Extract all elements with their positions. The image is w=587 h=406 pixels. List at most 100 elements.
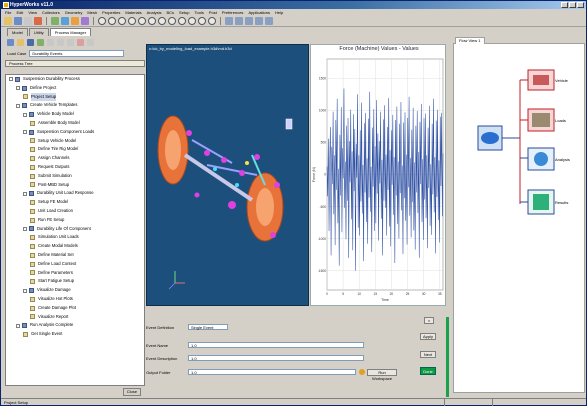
menu-item-preferences[interactable]: Preferences: [221, 10, 244, 15]
cut-icon[interactable]: [34, 17, 42, 25]
tree-item[interactable]: Setup FE Model: [6, 198, 144, 207]
tree-item[interactable]: Define Project: [6, 84, 144, 93]
hidden-line-icon[interactable]: [198, 17, 206, 25]
rotate-icon[interactable]: [98, 17, 106, 25]
expand-toggle-icon[interactable]: [16, 86, 20, 91]
menu-item-tools[interactable]: Tools: [194, 10, 204, 15]
close-button[interactable]: [577, 2, 584, 8]
load-case-select[interactable]: Durability Events: [29, 50, 125, 57]
tree-item[interactable]: Assemble Body Model: [6, 119, 144, 128]
save-process-icon[interactable]: [27, 39, 34, 46]
done-button[interactable]: Done: [420, 367, 436, 375]
expand-toggle-icon[interactable]: [9, 77, 13, 82]
print-icon[interactable]: [24, 17, 32, 25]
menu-item-view[interactable]: View: [28, 10, 37, 15]
menu-item-file[interactable]: File: [5, 10, 12, 15]
tab-utility[interactable]: Utility: [28, 28, 49, 36]
tree-item[interactable]: Post-MBD Setup: [6, 181, 144, 190]
menu-item-setup[interactable]: Setup: [179, 10, 190, 15]
expand-toggle-icon[interactable]: [23, 288, 27, 293]
plot-icon[interactable]: [71, 17, 79, 25]
measure-icon[interactable]: [255, 17, 263, 25]
menu-item-materials[interactable]: Materials: [125, 10, 142, 15]
event-name-input[interactable]: 1.0: [188, 342, 364, 348]
tree-item[interactable]: Simulation Unit Loads: [6, 233, 144, 242]
previous-icon[interactable]: [57, 39, 64, 46]
menu-item-collectors[interactable]: Collectors: [41, 10, 60, 15]
tree-item[interactable]: Submit Simulation: [6, 172, 144, 181]
save-icon[interactable]: [14, 17, 22, 25]
step-icon[interactable]: [47, 39, 54, 46]
expand-toggle-icon[interactable]: [23, 130, 27, 135]
event-definition-select[interactable]: Single Event: [188, 324, 228, 330]
camera-icon[interactable]: [225, 17, 233, 25]
transparency-icon[interactable]: [208, 17, 216, 25]
expand-toggle-icon[interactable]: [23, 112, 27, 117]
menu-item-help[interactable]: Help: [275, 10, 284, 15]
run-workspace-button[interactable]: Run Workspace: [367, 368, 397, 381]
plot-window[interactable]: Force (Machine) Values - Values -1500 -10…: [310, 44, 446, 306]
tree-item[interactable]: Create Vehicle Templates: [6, 101, 144, 110]
next-icon[interactable]: [67, 39, 74, 46]
view-side-icon[interactable]: [158, 17, 166, 25]
tree-item[interactable]: Visualize Report: [6, 313, 144, 322]
tree-item[interactable]: Run FE Setup: [6, 216, 144, 225]
note-icon[interactable]: [265, 17, 273, 25]
graphics-viewport[interactable]: c:\dc_by_modeling_load_example.h3d\md.h3…: [146, 44, 309, 306]
expand-toggle-icon[interactable]: [16, 103, 20, 108]
next-button[interactable]: Next: [420, 351, 436, 358]
tree-item[interactable]: Get Single Event: [6, 330, 144, 339]
fit-icon[interactable]: [128, 17, 136, 25]
tree-item[interactable]: Define Parameters: [6, 269, 144, 278]
tree-item[interactable]: Assign Channels: [6, 154, 144, 163]
tree-item[interactable]: Durability Unit Load Response: [6, 189, 144, 198]
run-process-icon[interactable]: [37, 39, 44, 46]
zoom-icon[interactable]: [118, 17, 126, 25]
tree-item[interactable]: Vehicle Body Model: [6, 110, 144, 119]
shaded-icon[interactable]: [188, 17, 196, 25]
tree-item[interactable]: Setup Vehicle Model: [6, 137, 144, 146]
tree-item[interactable]: Visualize Hot Plots: [6, 295, 144, 304]
animate-icon[interactable]: [81, 17, 89, 25]
tab-process-manager[interactable]: Process Manager: [49, 28, 92, 36]
close-panel-button[interactable]: Close: [122, 388, 141, 396]
tree-item[interactable]: Create Damage Plot: [6, 304, 144, 313]
menu-item-geometry[interactable]: Geometry: [64, 10, 83, 15]
view-iso-icon[interactable]: [168, 17, 176, 25]
tree-item[interactable]: Start Fatigue Setup: [6, 277, 144, 286]
menu-item-edit[interactable]: Edit: [16, 10, 24, 15]
mesh-icon[interactable]: [61, 17, 69, 25]
help-icon[interactable]: [87, 39, 94, 46]
tab-model[interactable]: Model: [7, 28, 28, 36]
stop-icon[interactable]: [77, 39, 84, 46]
menu-item-mesh[interactable]: Mesh: [87, 10, 98, 15]
clip-icon[interactable]: [235, 17, 243, 25]
tree-item[interactable]: Suspension Component Loads: [6, 128, 144, 137]
tree-item[interactable]: Unit Load Creation: [6, 207, 144, 216]
open-icon[interactable]: [4, 17, 12, 25]
event-description-input[interactable]: 1.0: [188, 355, 364, 361]
menu-item-bcs[interactable]: BCs: [166, 10, 175, 15]
output-folder-input[interactable]: 1.0: [188, 369, 356, 375]
browse-icon[interactable]: [359, 369, 365, 375]
pan-icon[interactable]: [108, 17, 116, 25]
view-front-icon[interactable]: [138, 17, 146, 25]
close-form-icon[interactable]: ×: [424, 317, 434, 324]
menu-item-applications[interactable]: Applications: [248, 10, 271, 15]
open-process-icon[interactable]: [17, 39, 24, 46]
tree-item[interactable]: Visualize Damage: [6, 286, 144, 295]
new-process-icon[interactable]: [7, 39, 14, 46]
tree-item[interactable]: Durability Life Of Component: [6, 225, 144, 234]
expand-toggle-icon[interactable]: [16, 323, 20, 328]
menu-item-post[interactable]: Post: [208, 10, 217, 15]
maximize-button[interactable]: [569, 2, 576, 8]
tree-item[interactable]: Request Outputs: [6, 163, 144, 172]
tree-item[interactable]: Run Analysis Complete: [6, 321, 144, 330]
wireframe-icon[interactable]: [178, 17, 186, 25]
apply-button[interactable]: Apply: [420, 333, 436, 340]
menu-item-analysis[interactable]: Analysis: [146, 10, 162, 15]
section-icon[interactable]: [245, 17, 253, 25]
view-top-icon[interactable]: [148, 17, 156, 25]
tree-item[interactable]: Project Setup: [6, 92, 144, 102]
tree-item[interactable]: Create Modal Models: [6, 242, 144, 251]
